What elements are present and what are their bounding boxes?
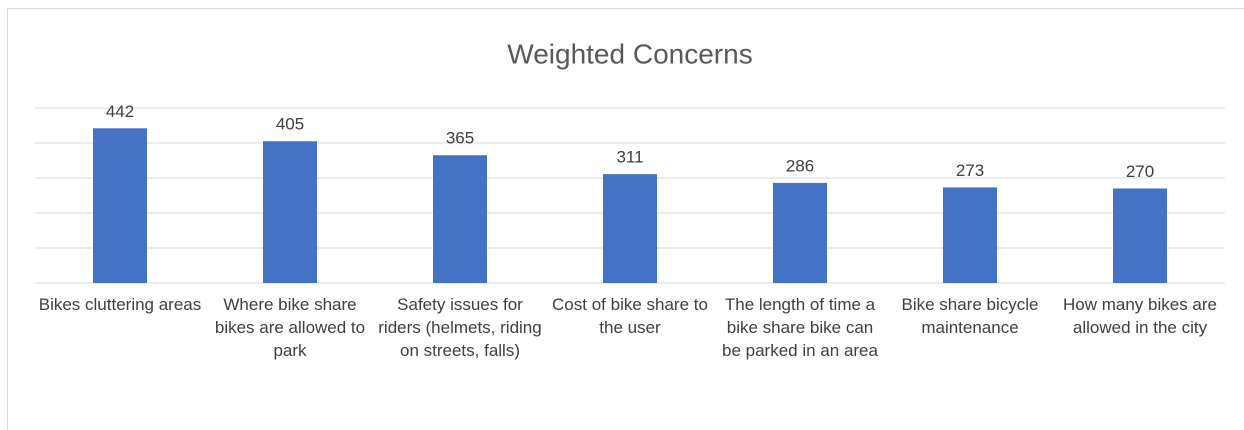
bar bbox=[1113, 188, 1167, 283]
x-tick-label: How many bikes are allowed in the city bbox=[1062, 295, 1217, 337]
bar bbox=[773, 182, 827, 283]
data-label: 405 bbox=[276, 115, 304, 134]
bar bbox=[433, 155, 487, 283]
data-label: 286 bbox=[786, 156, 814, 175]
data-label: 273 bbox=[956, 161, 984, 180]
x-tick-label: Safety issues for riders (helmets, ridin… bbox=[378, 295, 542, 360]
bar bbox=[263, 141, 317, 283]
bar bbox=[943, 187, 997, 283]
data-label: 311 bbox=[616, 148, 643, 167]
x-tick-label: The length of time a bike share bike can… bbox=[722, 295, 878, 360]
x-tick-label: Cost of bike share to the user bbox=[552, 295, 708, 337]
data-label: 365 bbox=[446, 129, 474, 148]
x-tick-label: Bikes cluttering areas bbox=[38, 295, 202, 314]
bar bbox=[603, 174, 657, 283]
data-label: 270 bbox=[1126, 162, 1154, 181]
x-tick-label: Bike share bicycle maintenance bbox=[901, 295, 1039, 337]
x-tick-label: Where bike share bikes are allowed to pa… bbox=[214, 295, 366, 360]
bar bbox=[93, 128, 147, 283]
chart-title: Weighted Concerns bbox=[507, 38, 752, 69]
data-label: 442 bbox=[106, 102, 134, 121]
